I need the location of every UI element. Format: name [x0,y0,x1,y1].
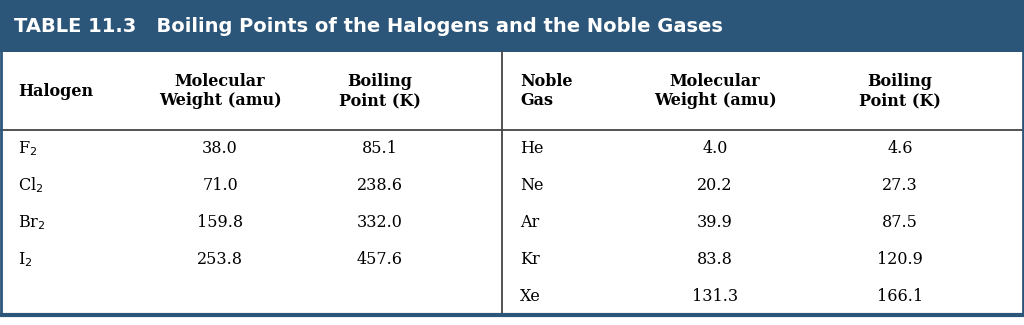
Text: 457.6: 457.6 [357,251,403,268]
Text: Xe: Xe [520,288,541,305]
Text: 166.1: 166.1 [877,288,923,305]
Text: Boiling
Point (K): Boiling Point (K) [339,73,421,109]
Text: He: He [520,140,544,157]
Text: 38.0: 38.0 [202,140,238,157]
Bar [0,0,1024,52]
Text: 238.6: 238.6 [357,177,403,194]
Text: 131.3: 131.3 [692,288,738,305]
Text: 253.8: 253.8 [197,251,243,268]
Text: Cl$_2$: Cl$_2$ [18,176,43,195]
Text: 83.8: 83.8 [697,251,733,268]
Text: Kr: Kr [520,251,540,268]
Text: 71.0: 71.0 [202,177,238,194]
Text: 4.6: 4.6 [887,140,912,157]
Text: Br$_2$: Br$_2$ [18,213,45,232]
Text: Noble
Gas: Noble Gas [520,73,572,109]
Text: 39.9: 39.9 [697,214,733,231]
Text: 20.2: 20.2 [697,177,733,194]
Text: F$_2$: F$_2$ [18,139,37,158]
Text: Ar: Ar [520,214,540,231]
Text: 159.8: 159.8 [197,214,243,231]
Text: I$_2$: I$_2$ [18,250,33,269]
Text: 87.5: 87.5 [882,214,918,231]
Text: 332.0: 332.0 [357,214,402,231]
Text: Halogen: Halogen [18,83,93,99]
Text: Ne: Ne [520,177,544,194]
Text: TABLE 11.3   Boiling Points of the Halogens and the Noble Gases: TABLE 11.3 Boiling Points of the Halogen… [14,17,723,35]
Text: Molecular
Weight (amu): Molecular Weight (amu) [159,73,282,109]
Text: 120.9: 120.9 [878,251,923,268]
Text: 85.1: 85.1 [362,140,398,157]
Text: 4.0: 4.0 [702,140,728,157]
Text: Molecular
Weight (amu): Molecular Weight (amu) [653,73,776,109]
Text: Boiling
Point (K): Boiling Point (K) [859,73,941,109]
Text: 27.3: 27.3 [882,177,918,194]
